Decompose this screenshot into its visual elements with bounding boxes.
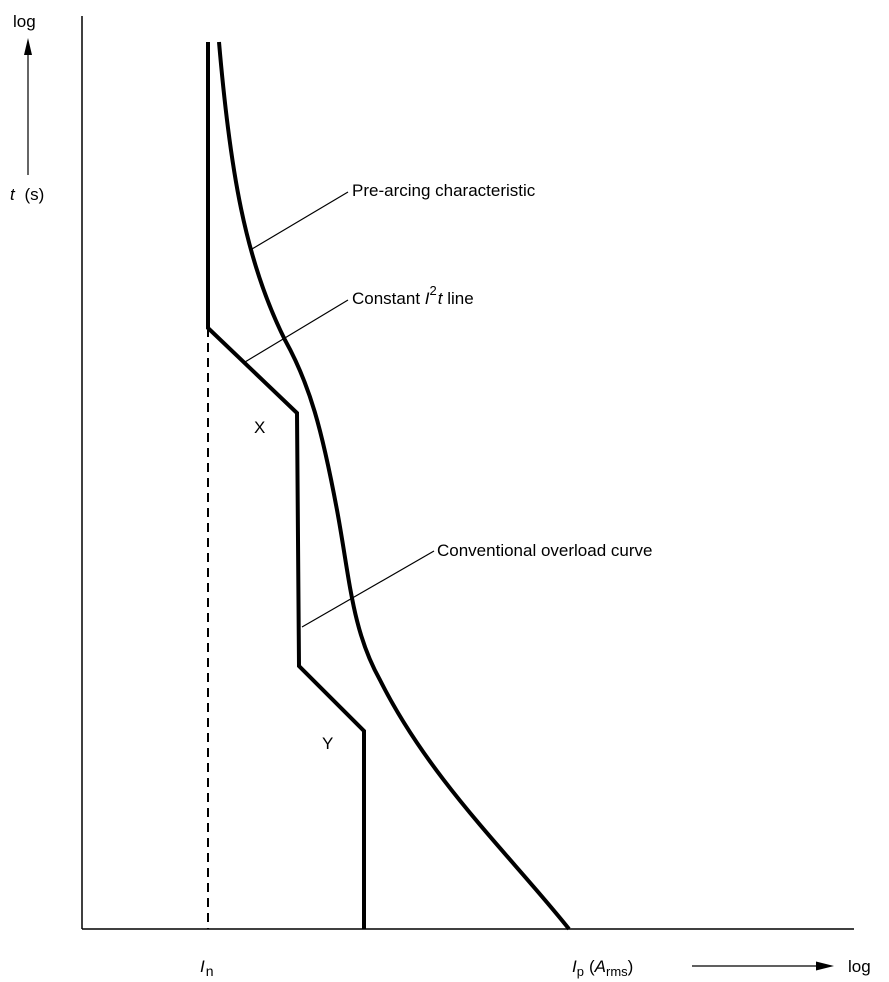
x-axis-label: Ip (Arms): [572, 957, 633, 979]
constant-i2t-prefix: Constant: [352, 289, 425, 308]
overload-label: Conventional overload curve: [437, 541, 652, 560]
x-axis-symbol: I: [572, 957, 577, 976]
x-axis-unit-subscript: rms: [606, 964, 628, 979]
constant-i2t-label: Constant I2t line: [352, 283, 474, 308]
rated-current-symbol: I: [200, 957, 205, 976]
pre-arcing-characteristic-curve: [217, 41, 571, 931]
x-axis-scale-label: log: [848, 957, 871, 976]
x-axis-unit-close: ): [628, 957, 634, 976]
x-axis-unit-symbol: A: [594, 957, 606, 976]
rated-current-label: In: [200, 957, 214, 979]
conventional-overload-curve: [206, 42, 366, 929]
y-axis-arrow-head-icon: [24, 38, 32, 55]
x-axis-arrow-head-icon: [816, 961, 834, 971]
x-axis-unit-open: (: [589, 957, 595, 976]
point-x-label: X: [254, 418, 265, 437]
constant-i2t-leader-line: [244, 299, 349, 363]
x-axis-symbol-subscript: p: [577, 964, 584, 979]
constant-i2t-suffix: line: [442, 289, 473, 308]
constant-i2t-symbol: I: [425, 289, 430, 308]
pre-arcing-leader-line: [251, 191, 349, 250]
y-axis-symbol: t: [10, 185, 16, 204]
y-axis-label: t (s): [10, 185, 44, 204]
constant-i2t-t: t: [438, 289, 444, 308]
pre-arcing-label: Pre-arcing characteristic: [352, 181, 536, 200]
y-axis-unit: (s): [24, 185, 44, 204]
point-y-label: Y: [322, 734, 333, 753]
rated-current-subscript: n: [206, 963, 214, 979]
y-axis-scale-label: log: [13, 12, 36, 31]
overload-leader-line: [301, 550, 435, 628]
constant-i2t-exponent: 2: [430, 283, 437, 298]
